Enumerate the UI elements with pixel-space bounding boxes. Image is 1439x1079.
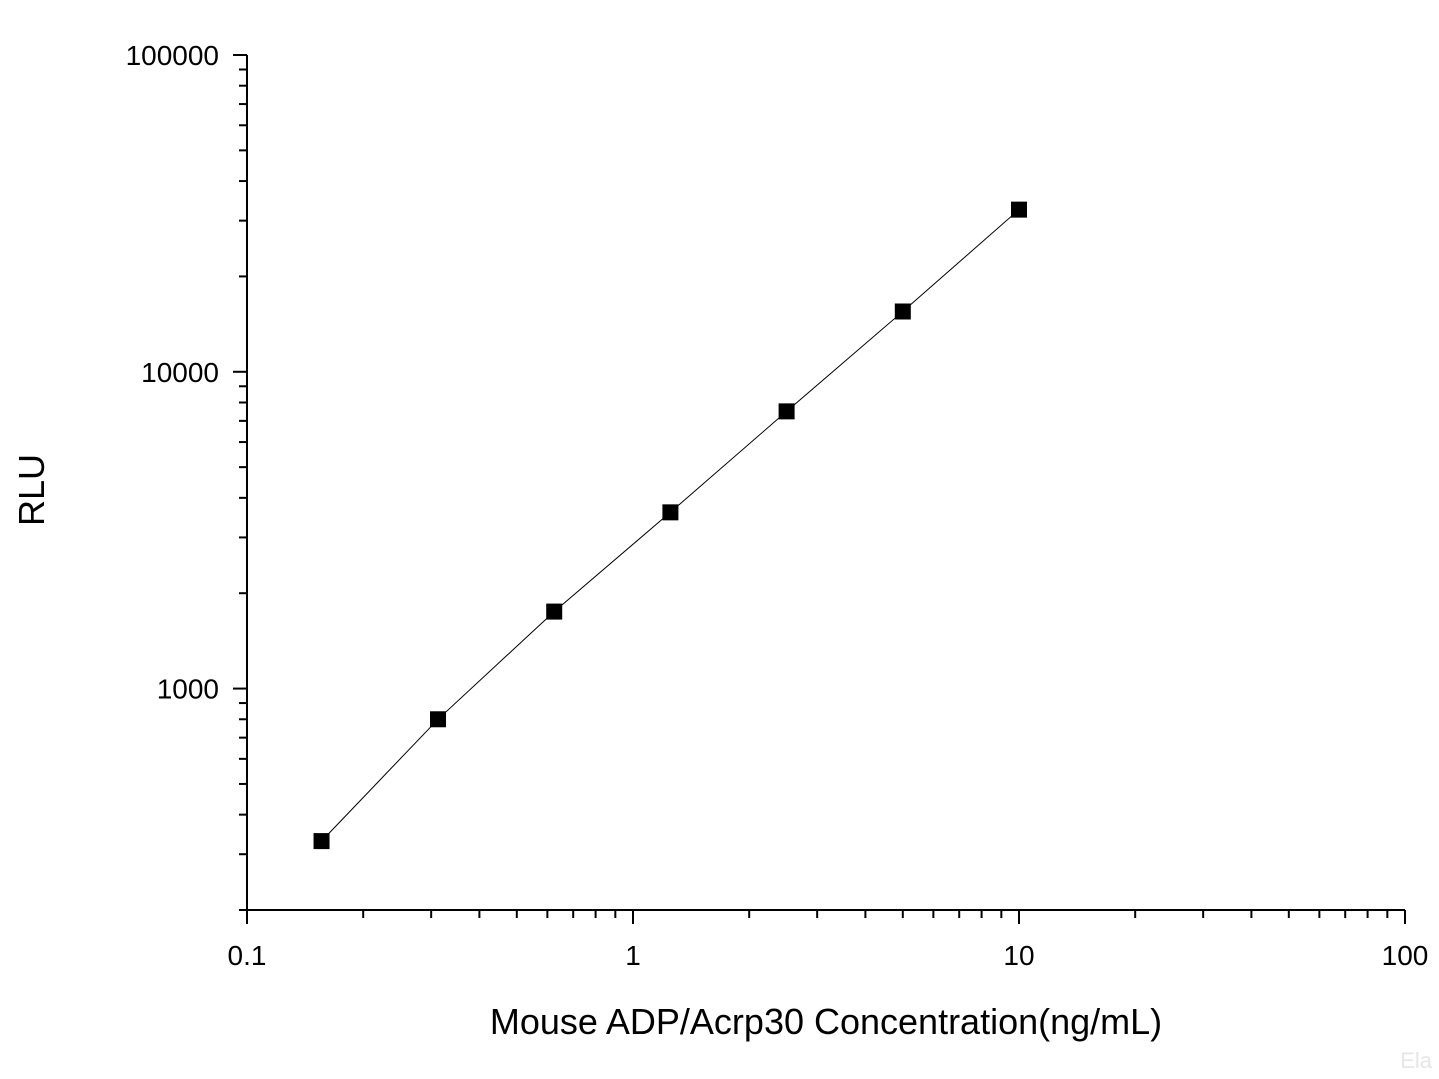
data-point bbox=[1011, 201, 1027, 218]
axes bbox=[246, 55, 1405, 911]
ticks bbox=[233, 54, 1406, 924]
x-tick-label: 1 bbox=[625, 940, 641, 971]
y-tick-label: 100000 bbox=[126, 40, 219, 71]
data-point bbox=[894, 303, 911, 320]
x-tick-label: 100 bbox=[1382, 940, 1429, 971]
tick-labels: 0.1 1 10 100 1000 10000 100000 bbox=[126, 40, 1429, 971]
fit-curve bbox=[321, 209, 1020, 842]
data-point bbox=[313, 833, 330, 850]
x-tick-label: 10 bbox=[1003, 940, 1034, 971]
data-point bbox=[662, 504, 679, 521]
x-tick-label: 0.1 bbox=[228, 940, 267, 971]
y-axis-title: RLU bbox=[11, 454, 52, 526]
data-points bbox=[313, 201, 1027, 850]
fit-line bbox=[321, 209, 1020, 842]
y-tick-label: 10000 bbox=[141, 357, 219, 388]
watermark: Ela bbox=[1400, 1048, 1433, 1073]
x-axis-title: Mouse ADP/Acrp30 Concentration(ng/mL) bbox=[490, 1001, 1162, 1042]
data-point bbox=[546, 603, 563, 620]
y-tick-label: 1000 bbox=[157, 674, 219, 705]
data-point bbox=[430, 711, 447, 728]
data-point bbox=[778, 403, 795, 420]
